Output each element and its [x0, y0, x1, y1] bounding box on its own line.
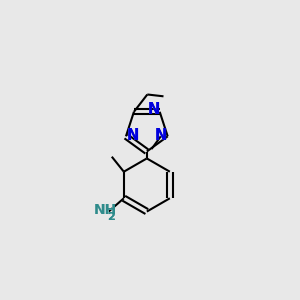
Text: N: N: [148, 103, 160, 118]
Text: 2: 2: [107, 212, 115, 223]
Text: 2: 2: [107, 212, 115, 223]
Text: NH: NH: [94, 203, 117, 217]
Text: N: N: [126, 128, 139, 143]
Text: N: N: [154, 128, 167, 143]
Text: N: N: [148, 103, 160, 118]
Text: NH: NH: [94, 203, 117, 217]
Text: N: N: [148, 103, 160, 118]
Text: N: N: [154, 128, 167, 143]
Text: N: N: [126, 128, 139, 143]
Text: NH: NH: [94, 203, 117, 217]
Text: N: N: [154, 128, 167, 143]
Text: N: N: [126, 128, 139, 143]
